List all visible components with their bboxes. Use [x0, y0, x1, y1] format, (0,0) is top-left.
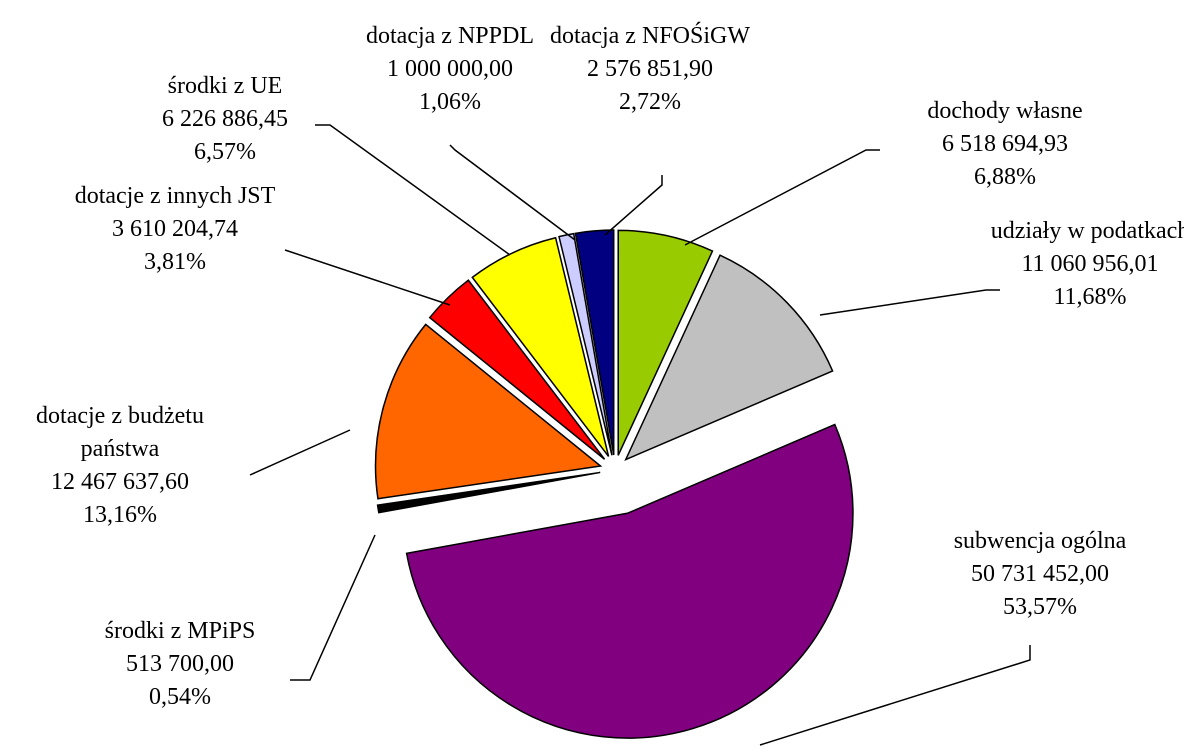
slice-label: dotacje z budżetu państwa 12 467 637,60 13… [0, 400, 240, 532]
slice-label: dotacja z NPPDL 1 000 000,00 1,06% [330, 20, 570, 119]
pie-slice [428, 279, 606, 460]
value-label: 6,88% [974, 164, 1036, 190]
amount-label: 50 731 452,00 [971, 561, 1109, 587]
amount-label: 3 610 204,74 [112, 216, 238, 242]
leader-line [819, 289, 1000, 316]
pie-slice [376, 471, 601, 514]
category-name: dotacja z NFOŚiGW [550, 23, 750, 49]
amount-label: 6 226 886,45 [162, 106, 288, 132]
pie-slice [471, 236, 610, 457]
category-name: środki z MPiPS [104, 618, 256, 644]
pie-slice [624, 254, 834, 461]
value-label: 3,81% [144, 249, 206, 275]
pie-slice [558, 232, 613, 456]
category-name: dotacje z budżetu państwa [36, 403, 204, 462]
slice-label: dotacje z innych JST 3 610 204,74 3,81% [65, 180, 285, 279]
leader-line [315, 124, 511, 256]
amount-label: 1 000 000,00 [387, 56, 513, 82]
leader-line [684, 149, 880, 246]
value-label: 2,72% [619, 89, 681, 115]
category-name: środki z UE [167, 73, 283, 99]
value-label: 53,57% [1003, 594, 1077, 620]
amount-label: 11 060 956,01 [1021, 251, 1159, 277]
value-label: 11,68% [1053, 284, 1127, 310]
pie-slice [405, 423, 854, 739]
leader-line [249, 429, 351, 476]
pie-slice [574, 229, 615, 456]
amount-label: 6 518 694,93 [942, 131, 1068, 157]
category-name: subwencja ogólna [953, 528, 1127, 554]
value-label: 13,16% [83, 502, 157, 528]
leader-line [290, 534, 376, 681]
slice-label: subwencja ogólna 50 731 452,00 53,57% [910, 525, 1170, 624]
category-name: udziały w podatkach [990, 218, 1184, 244]
amount-label: 12 467 637,60 [51, 469, 189, 495]
value-label: 0,54% [149, 684, 211, 710]
leader-line [604, 175, 663, 236]
leader-line [759, 645, 1031, 746]
leader-line [449, 144, 576, 241]
slice-label: dotacja z NFOŚiGW 2 576 851,90 2,72% [550, 20, 750, 119]
category-name: dochody własne [927, 98, 1083, 124]
leader-line [284, 249, 451, 306]
amount-label: 2 576 851,90 [587, 56, 713, 82]
category-name: dotacja z NPPDL [366, 23, 534, 49]
value-label: 6,57% [194, 139, 256, 165]
category-name: dotacje z innych JST [74, 183, 276, 209]
pie-slice [617, 229, 714, 456]
amount-label: 513 700,00 [126, 651, 234, 677]
slice-label: dochody własne 6 518 694,93 6,88% [885, 95, 1125, 194]
slice-label: udziały w podatkach 11 060 956,01 11,68% [990, 215, 1184, 314]
slice-label: środki z UE 6 226 886,45 6,57% [125, 70, 325, 169]
pie-slice [374, 323, 603, 500]
slice-label: środki z MPiPS 513 700,00 0,54% [80, 615, 280, 714]
value-label: 1,06% [419, 89, 481, 115]
